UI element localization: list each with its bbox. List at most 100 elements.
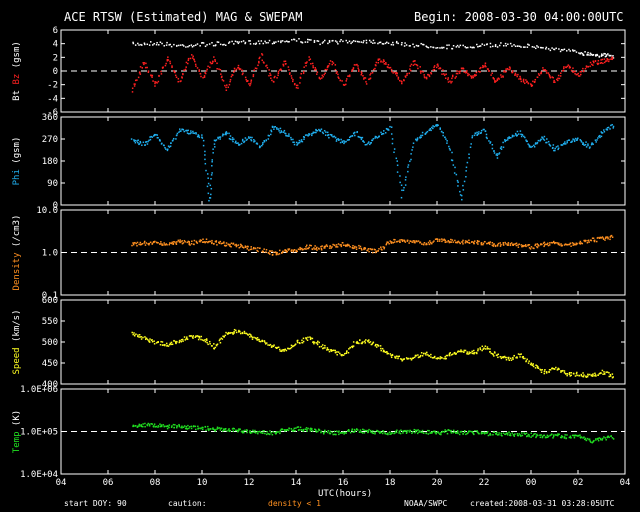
data-point-speed [439,356,442,358]
data-point-temp [197,425,199,428]
data-point-temp [575,434,577,437]
data-point-speed [548,371,551,373]
data-point-density [281,252,283,254]
data-point-bz [364,77,367,79]
data-point-density [509,244,512,247]
data-point-bt [432,46,435,49]
data-point-bz [597,63,599,66]
data-point-phi [155,133,157,136]
data-point-bz [169,62,172,65]
data-point-speed [243,332,246,334]
data-point-bt [582,54,585,57]
data-point-temp [474,430,476,432]
data-point-bz [239,68,242,70]
data-point-speed [385,351,388,353]
data-point-bz [475,74,477,76]
data-point-bt [542,47,544,49]
data-point-bz [318,77,321,79]
data-point-speed [580,373,583,376]
data-point-temp [246,431,248,434]
data-point-bt [558,48,560,50]
data-point-speed [403,358,405,360]
data-point-bz [433,66,435,69]
data-point-density [413,240,416,242]
data-point-speed [241,332,244,335]
data-point-temp [483,431,486,434]
data-point-phi [476,134,478,136]
data-point-bz [229,78,232,81]
data-point-temp [290,428,293,430]
data-point-speed [600,372,602,374]
data-point-density [364,247,367,250]
data-point-bz [164,64,167,67]
data-point-phi [557,145,559,147]
data-point-speed [493,355,495,357]
data-point-bt [448,44,450,46]
data-point-bt [436,47,439,49]
data-point-density [269,250,272,252]
data-point-phi [393,148,396,150]
data-point-phi [290,138,293,141]
data-point-density [446,241,448,243]
data-point-bz [193,59,195,61]
data-point-temp [182,426,185,428]
data-point-speed [515,356,517,359]
data-point-temp [528,434,530,436]
data-point-bt [505,45,507,47]
data-point-bz [406,74,408,77]
data-point-phi [213,143,216,145]
data-point-bt [363,40,365,42]
data-point-bt [609,55,611,57]
data-point-bz [577,75,580,77]
data-point-bz [605,60,607,62]
data-point-bz [206,68,208,71]
data-point-speed [268,344,271,346]
data-point-speed [548,369,551,371]
data-point-density [326,245,329,248]
data-point-speed [425,354,427,356]
data-point-bz [165,62,167,65]
data-point-phi [432,127,434,130]
data-point-phi [496,157,499,159]
data-point-phi [396,171,399,173]
data-point-temp [554,434,557,436]
data-point-bz [594,60,597,62]
data-point-speed [390,354,392,357]
data-point-density [288,248,291,250]
data-point-temp [593,439,595,442]
data-point-phi [311,132,313,135]
data-point-density [340,245,343,248]
data-point-density [570,245,572,247]
data-point-phi [411,149,413,151]
data-point-speed [606,371,609,373]
data-point-bt [161,42,163,45]
data-point-density [140,243,143,246]
begin-time: Begin: 2008-03-30 04:00:00UTC [414,10,624,24]
data-point-bz [377,61,380,64]
data-point-density [161,244,163,246]
data-point-speed [137,334,139,336]
data-point-bz [295,84,298,87]
data-point-speed [139,336,142,338]
data-point-bt [443,46,445,49]
data-point-phi [139,142,142,144]
data-point-bz [502,75,504,77]
data-point-density [139,241,142,244]
data-point-speed [302,337,305,340]
data-point-bz [248,83,250,85]
data-point-temp [178,425,181,428]
data-point-phi [546,141,548,144]
data-point-bz [209,61,212,64]
data-point-temp [353,428,356,431]
data-point-density [234,244,236,246]
data-point-bz [166,58,169,61]
data-point-density [230,245,232,248]
data-point-bz [219,69,222,71]
data-point-density [166,244,168,246]
data-point-speed [296,339,299,342]
data-point-bz [401,81,403,83]
data-point-phi [324,134,327,136]
data-point-density [259,247,261,249]
data-point-speed [482,348,484,350]
data-point-speed [351,345,354,347]
